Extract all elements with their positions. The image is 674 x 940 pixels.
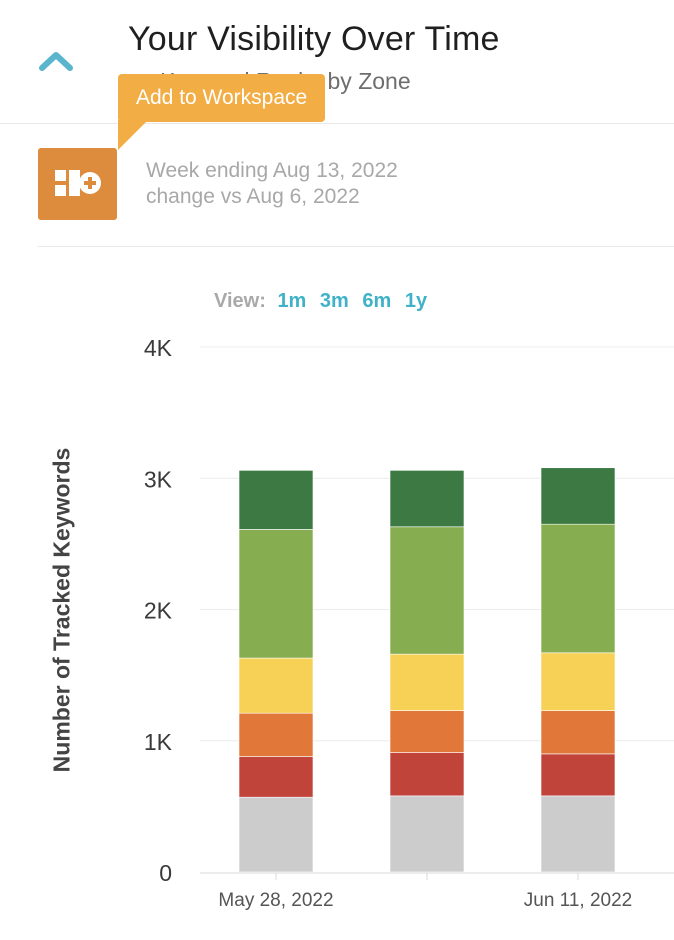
x-tick-label: Jun 11, 2022 — [524, 890, 632, 911]
bar-segment — [389, 653, 465, 711]
bar-segment — [238, 796, 314, 873]
view-label: View: — [214, 290, 266, 312]
bar-segment — [540, 652, 616, 711]
bar-segment — [389, 470, 465, 528]
bar-segment — [540, 467, 616, 525]
bar-segment — [540, 523, 616, 654]
week-info: Week ending Aug 13, 2022 change vs Aug 6… — [146, 158, 398, 210]
y-tick-label: 4K — [144, 335, 173, 361]
bar-segment — [389, 795, 465, 873]
y-tick-label: 0 — [159, 860, 172, 886]
y-tick-label: 3K — [144, 466, 173, 492]
bar-segment — [238, 657, 314, 714]
week-ending-text: Week ending Aug 13, 2022 — [146, 159, 398, 182]
header-divider — [0, 123, 674, 124]
bar-segment — [389, 526, 465, 655]
y-tick-label: 2K — [144, 598, 173, 624]
add-to-workspace-button[interactable] — [38, 148, 117, 220]
change-vs-text: change vs Aug 6, 2022 — [146, 185, 360, 208]
bar-segment — [238, 712, 314, 757]
bar-segment — [238, 470, 314, 530]
bar-segment — [238, 756, 314, 798]
bar-segment — [389, 752, 465, 797]
section-divider — [38, 246, 674, 247]
tooltip-pointer — [118, 120, 148, 150]
bar-segment — [238, 529, 314, 659]
view-option-1y[interactable]: 1y — [404, 290, 428, 312]
add-to-workspace-icon — [55, 170, 101, 196]
y-axis-label: Number of Tracked Keywords — [48, 447, 75, 773]
view-option-6m[interactable]: 6m — [362, 290, 392, 312]
add-to-workspace-tooltip: Add to Workspace — [118, 74, 326, 122]
view-selector: View: 1m 3m 6m 1y — [214, 290, 435, 313]
bar-segment — [540, 795, 616, 873]
view-option-1m[interactable]: 1m — [277, 290, 307, 312]
page-title: Your Visibility Over Time — [128, 20, 500, 58]
bar-segment — [540, 753, 616, 797]
bar-segment — [389, 710, 465, 753]
keyword-visibility-chart: 0 1K 2K 3K 4K May 28, 2022 Jun 11, 2022 — [144, 335, 674, 911]
view-option-3m[interactable]: 3m — [319, 290, 349, 312]
x-tick-label: May 28, 2022 — [218, 890, 333, 911]
collapse-button[interactable] — [36, 44, 76, 78]
chevron-up-icon — [39, 52, 73, 71]
y-tick-label: 1K — [144, 729, 173, 755]
bar-segment — [540, 710, 616, 755]
